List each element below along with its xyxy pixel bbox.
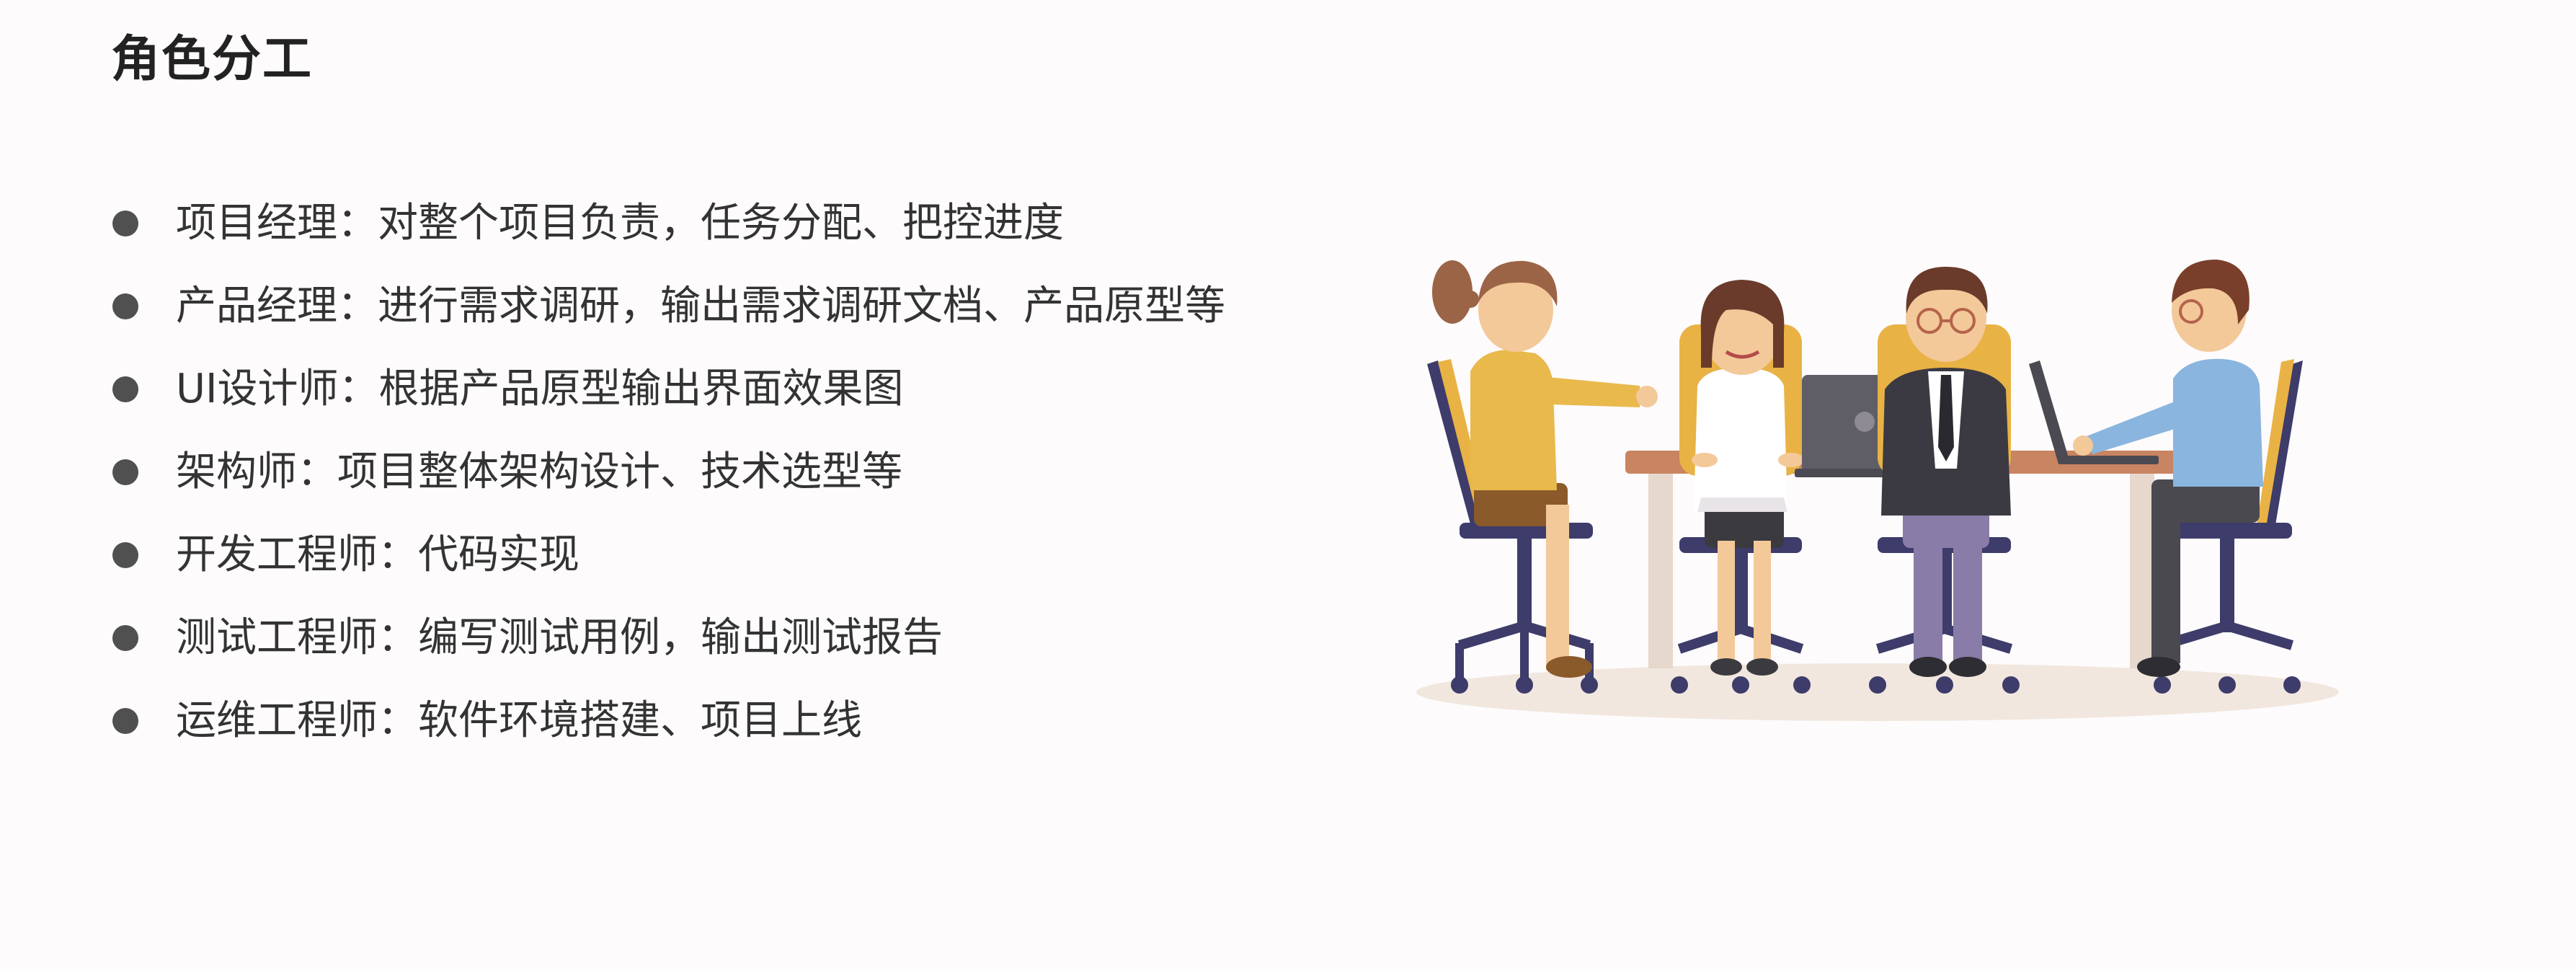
role-text: 测试工程师：编写测试用例，输出测试报告 bbox=[176, 614, 943, 661]
person-center-man-icon bbox=[1869, 267, 2020, 694]
role-item-ops: 运维工程师：软件环境搭建、项目上线 bbox=[111, 679, 1225, 762]
bullet-icon bbox=[112, 708, 138, 734]
role-list: 项目经理：对整个项目负责，任务分配、把控进度 产品经理：进行需求调研，输出需求调… bbox=[111, 182, 1225, 762]
bullet-icon bbox=[112, 293, 138, 319]
person-center-woman-icon bbox=[1671, 280, 1811, 694]
person-right-man-icon bbox=[2029, 260, 2303, 694]
role-item-product-manager: 产品经理：进行需求调研，输出需求调研文档、产品原型等 bbox=[111, 265, 1225, 348]
team-meeting-illustration bbox=[1416, 260, 2339, 721]
role-text: 开发工程师：代码实现 bbox=[176, 531, 579, 578]
slide-title: 角色分工 bbox=[111, 31, 314, 88]
bullet-icon bbox=[112, 376, 138, 402]
role-item-developer: 开发工程师：代码实现 bbox=[111, 513, 1225, 596]
bullet-icon bbox=[112, 211, 138, 236]
role-item-architect: 架构师：项目整体架构设计、技术选型等 bbox=[111, 430, 1225, 513]
bullet-icon bbox=[112, 459, 138, 485]
bullet-icon bbox=[112, 625, 138, 651]
role-text: 运维工程师：软件环境搭建、项目上线 bbox=[176, 697, 862, 744]
bullet-icon bbox=[112, 542, 138, 568]
role-text: 架构师：项目整体架构设计、技术选型等 bbox=[176, 448, 902, 495]
role-text: UI设计师：根据产品原型输出界面效果图 bbox=[176, 366, 904, 412]
role-item-project-manager: 项目经理：对整个项目负责，任务分配、把控进度 bbox=[111, 182, 1225, 265]
role-item-ui-designer: UI设计师：根据产品原型输出界面效果图 bbox=[111, 348, 1225, 430]
role-item-tester: 测试工程师：编写测试用例，输出测试报告 bbox=[111, 596, 1225, 679]
role-text: 产品经理：进行需求调研，输出需求调研文档、产品原型等 bbox=[176, 283, 1225, 329]
role-text: 项目经理：对整个项目负责，任务分配、把控进度 bbox=[176, 200, 1064, 247]
person-left-woman-icon bbox=[1427, 260, 1658, 694]
